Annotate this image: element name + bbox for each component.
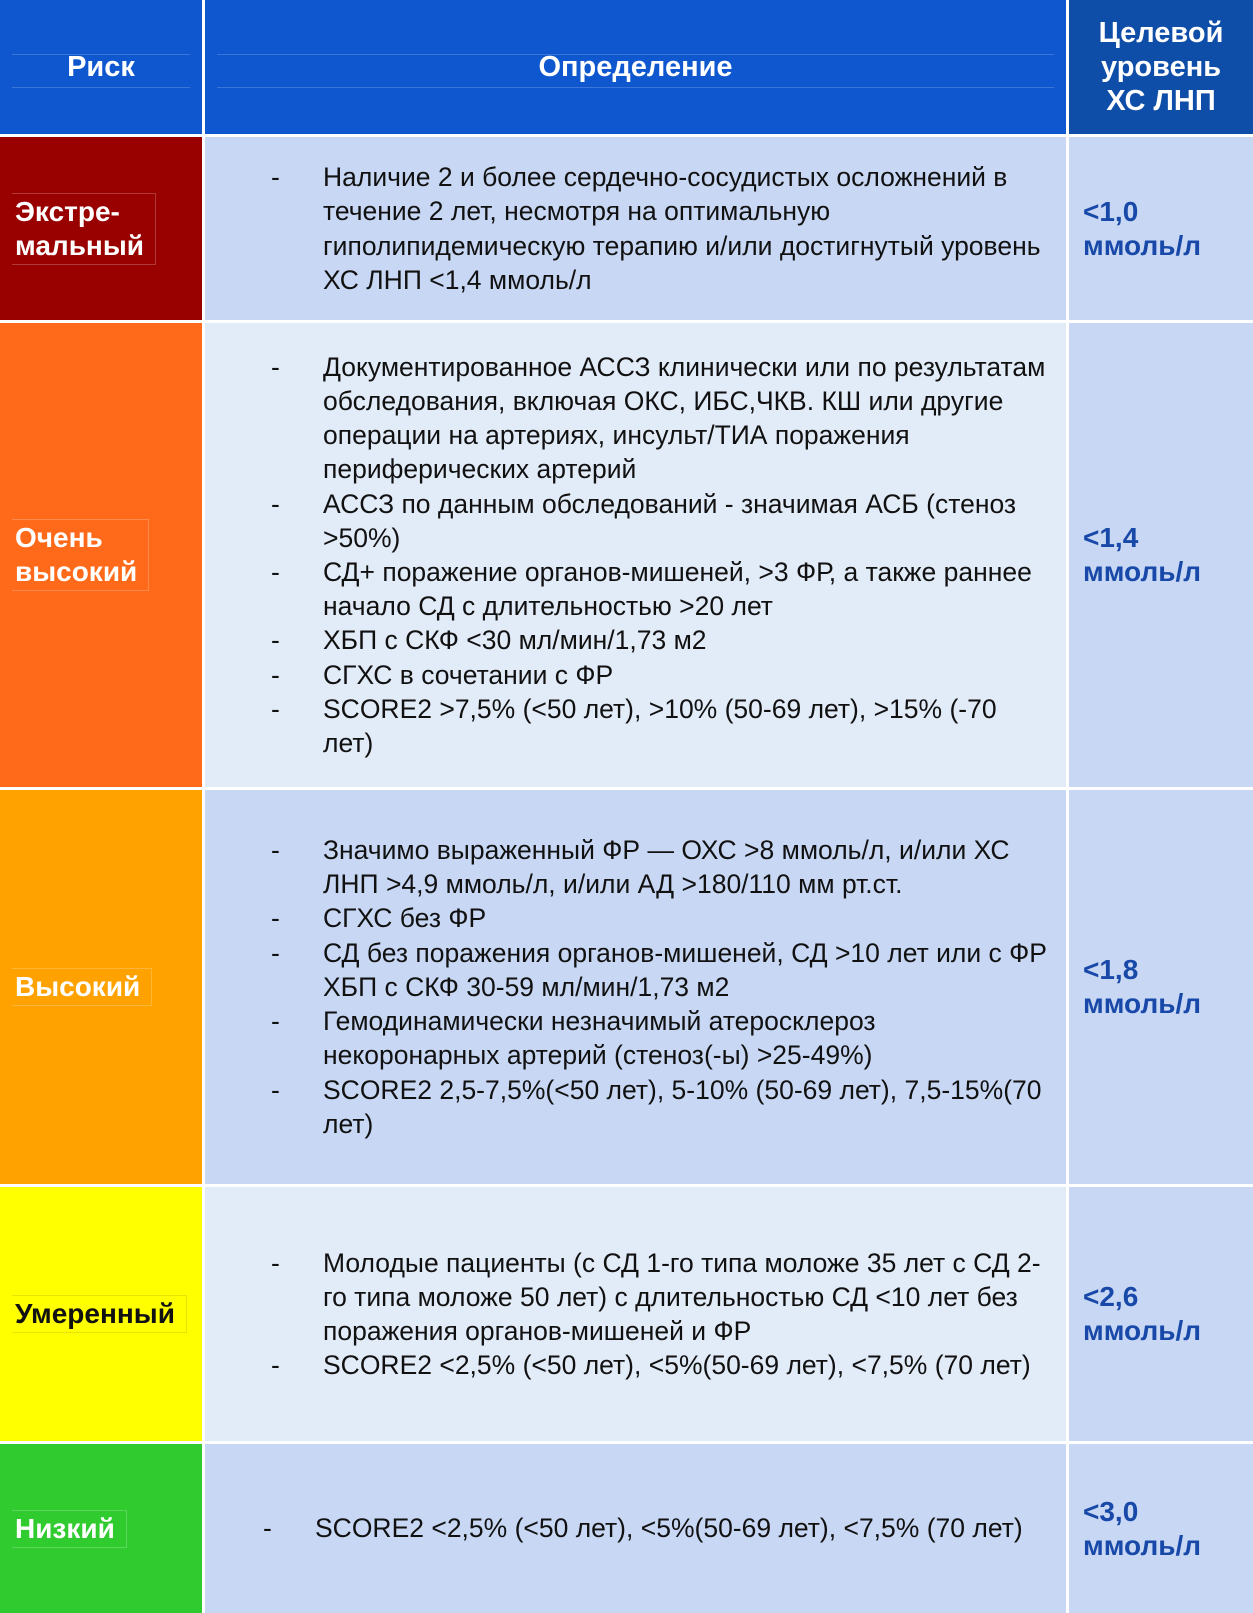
header-target-label: Целевой уровень ХС ЛНП: [1098, 17, 1224, 117]
definition-moderate: Молодые пациенты (с СД 1-го типа моложе …: [205, 1187, 1069, 1444]
list-item: Молодые пациенты (с СД 1-го типа моложе …: [269, 1246, 1054, 1349]
list-item: SCORE2 <2,5% (<50 лет), <5%(50-69 лет), …: [261, 1511, 1054, 1545]
risk-moderate: Умеренный: [0, 1187, 205, 1444]
target-value: <3,0 ммоль/л: [1083, 1495, 1202, 1561]
list-item: Документированное АССЗ клинически или по…: [269, 350, 1054, 487]
target-value: <1,4 ммоль/л: [1083, 522, 1202, 587]
list-item: SCORE2 2,5-7,5%(<50 лет), 5-10% (50-69 л…: [269, 1073, 1054, 1141]
definition-list: Наличие 2 и более сердечно-сосудистых ос…: [269, 160, 1054, 297]
target-very-high: <1,4 ммоль/л: [1069, 323, 1253, 790]
target-moderate: <2,6 ммоль/л: [1069, 1187, 1253, 1444]
header-definition-label: Определение: [538, 50, 733, 83]
definition-low: SCORE2 <2,5% (<50 лет), <5%(50-69 лет), …: [205, 1444, 1069, 1613]
list-item: СД+ поражение органов-мишеней, >3 ФР, а …: [269, 555, 1054, 623]
risk-label: Экстре- мальный: [12, 192, 156, 265]
list-item: СГХС без ФР: [269, 901, 1054, 935]
risk-label: Умеренный: [12, 1295, 187, 1333]
header-risk-label: Риск: [67, 50, 135, 83]
risk-label: Высокий: [11, 968, 153, 1006]
list-item: АССЗ по данным обследований - значимая А…: [269, 487, 1054, 555]
list-item: SCORE2 <2,5% (<50 лет), <5%(50-69 лет), …: [269, 1348, 1054, 1382]
list-item: СГХС в сочетании с ФР: [269, 658, 1054, 692]
definition-extreme: Наличие 2 и более сердечно-сосудистых ос…: [205, 137, 1069, 323]
target-extreme: <1,0 ммоль/л: [1069, 137, 1253, 323]
risk-extreme: Экстре- мальный: [0, 137, 205, 323]
risk-label: Низкий: [12, 1509, 127, 1548]
target-low: <3,0 ммоль/л: [1069, 1444, 1253, 1613]
risk-high: Высокий: [0, 790, 205, 1187]
list-item: Значимо выраженный ФР — ОХС >8 ммоль/л, …: [269, 833, 1054, 901]
header-target: Целевой уровень ХС ЛНП: [1069, 0, 1253, 137]
list-item: Гемодинамически незначимый атеросклероз …: [269, 1004, 1054, 1072]
risk-very-high: Очень высокий: [0, 323, 205, 790]
definition-list: Молодые пациенты (с СД 1-го типа моложе …: [269, 1246, 1054, 1383]
definition-very-high: Документированное АССЗ клинически или по…: [205, 323, 1069, 790]
definition-list: SCORE2 <2,5% (<50 лет), <5%(50-69 лет), …: [261, 1511, 1054, 1545]
list-item: Наличие 2 и более сердечно-сосудистых ос…: [269, 160, 1054, 297]
definition-list: Документированное АССЗ клинически или по…: [269, 350, 1054, 760]
target-high: <1,8 ммоль/л: [1069, 790, 1253, 1187]
header-definition: Определение: [205, 0, 1069, 137]
target-value: <2,6 ммоль/л: [1083, 1281, 1202, 1346]
target-value: <1,8 ммоль/л: [1083, 954, 1202, 1019]
target-value: <1,0 ммоль/л: [1083, 195, 1202, 261]
list-item: SCORE2 >7,5% (<50 лет), >10% (50-69 лет)…: [269, 692, 1054, 760]
list-item: ХБП с СКФ <30 мл/мин/1,73 м2: [269, 623, 1054, 657]
header-risk: Риск: [0, 0, 205, 137]
definition-list: Значимо выраженный ФР — ОХС >8 ммоль/л, …: [269, 833, 1054, 1141]
definition-high: Значимо выраженный ФР — ОХС >8 ммоль/л, …: [205, 790, 1069, 1187]
risk-low: Низкий: [0, 1444, 205, 1613]
list-item: СД без поражения органов-мишеней, СД >10…: [269, 936, 1054, 1004]
risk-label: Очень высокий: [11, 519, 150, 591]
